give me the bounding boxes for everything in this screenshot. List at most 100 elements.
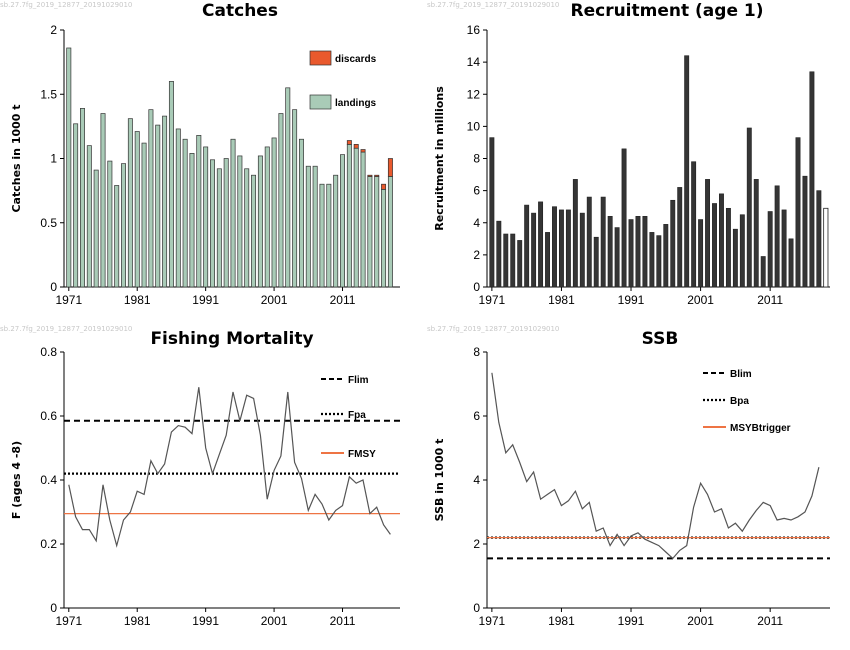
recruitment-bar: [489, 137, 495, 288]
landings-bar: [237, 155, 243, 288]
recruitment-bar: [558, 209, 564, 288]
recruitment-bar: [739, 214, 745, 288]
recruitment-bar: [621, 148, 627, 288]
landings-bar: [257, 155, 263, 288]
catches-ylabel: Catches in 1000 t: [10, 104, 23, 212]
recruitment-title: Recruitment (age 1): [571, 1, 764, 21]
fishing_mortality-y-tick-label: 0.6: [40, 409, 57, 423]
ssb-y-tick-label: 8: [473, 345, 480, 359]
catches-y-tick-label: 2: [50, 23, 57, 37]
recruitment-bar: [677, 187, 683, 288]
recruitment-y-tick-label: 4: [473, 216, 480, 230]
catches-x-tick-label: 1991: [192, 293, 219, 307]
panel-ssb: sb.27.7fg_2019_12877_20191029010 SSB SSB i…: [427, 325, 830, 628]
recruitment-bar: [572, 179, 578, 288]
landings-bar: [114, 185, 120, 288]
recruitment-bar: [628, 219, 634, 288]
recruitment-bar-estimate: [823, 207, 829, 288]
landings-bar: [312, 165, 318, 288]
landings-bar: [155, 124, 161, 288]
recruitment-bar: [586, 196, 592, 288]
ssb-x-tick-label: 1971: [479, 614, 506, 628]
recruitment-y-tick-label: 14: [467, 55, 481, 69]
landings-bar: [141, 142, 147, 288]
landings-bar: [326, 183, 332, 288]
catches-y-tick-label: 0: [50, 280, 57, 294]
recruitment-y-tick-label: 10: [467, 119, 481, 133]
fishing_mortality-x-tick-label: 2001: [261, 614, 288, 628]
discards-bar: [381, 183, 387, 190]
recruitment-x-tick-label: 2001: [687, 293, 714, 307]
watermark: sb.27.7fg_2019_12877_20191029010: [427, 325, 559, 333]
recruitment-bar: [531, 212, 537, 288]
ssb-y-tick-label: 2: [473, 537, 480, 551]
recruitment-bar: [545, 232, 550, 288]
landings-bar: [127, 118, 133, 288]
landings-bar: [305, 165, 311, 288]
recruitment-y-tick-label: 12: [467, 87, 481, 101]
catches-y-tick-label: 0.5: [40, 216, 57, 230]
landings-bar: [340, 154, 345, 288]
landings-bar: [182, 138, 188, 288]
fishing_mortality-ylabel: F (ages 4 -8): [10, 441, 23, 519]
ssb-y-tick-label: 0: [473, 601, 480, 615]
legend-label-fmsy: FMSY: [348, 449, 376, 460]
landings-bar: [162, 115, 168, 288]
landings-bar: [80, 108, 85, 288]
ssb-x-tick-label: 2001: [687, 614, 714, 628]
legend-swatch-discards: [309, 50, 332, 66]
legend-label-discards: discards: [335, 54, 377, 65]
recruitment-x-tick-label: 1981: [548, 293, 575, 307]
recruitment-bar: [607, 216, 613, 288]
landings-bar: [292, 109, 298, 288]
landings-bar: [271, 137, 277, 288]
discards-bar: [353, 144, 359, 149]
landings-bar: [278, 113, 284, 288]
ssb-y-tick-label: 6: [473, 409, 480, 423]
discards-bar: [374, 174, 380, 177]
landings-bar: [216, 168, 222, 288]
discards-bar: [387, 158, 393, 177]
landings-bar: [196, 135, 202, 288]
recruitment-bar: [809, 71, 815, 288]
discards-bar: [346, 140, 352, 145]
catches-x-tick-label: 1981: [124, 293, 151, 307]
ssb-ylabel: SSB in 1000 t: [433, 439, 446, 522]
landings-bar: [175, 128, 181, 288]
fishing_mortality-line: [68, 387, 391, 548]
recruitment-bar: [698, 219, 704, 288]
ssb-y-tick-label: 4: [473, 473, 480, 487]
legend-label-flim: Flim: [348, 375, 369, 386]
recruitment-bar: [670, 199, 676, 288]
recruitment-bar: [795, 137, 801, 288]
recruitment-bar: [753, 179, 759, 288]
recruitment-bar: [663, 224, 669, 288]
catches-x-tick-label: 2011: [330, 293, 356, 307]
landings-bar: [374, 176, 380, 288]
recruitment-bar: [656, 235, 662, 288]
recruitment-y-tick-label: 2: [473, 248, 480, 262]
watermark: sb.27.7fg_2019_12877_20191029010: [0, 1, 132, 9]
fishing_mortality-y-tick-label: 0.8: [40, 345, 57, 359]
recruitment-bar: [816, 190, 822, 288]
recruitment-bar: [725, 207, 731, 288]
landings-bar: [73, 123, 79, 288]
landings-bar: [346, 144, 352, 288]
recruitment-bar: [503, 233, 509, 288]
landings-bar: [319, 183, 325, 288]
fishing_mortality-x-tick-label: 2011: [330, 614, 356, 628]
recruitment-bar: [746, 127, 752, 288]
recruitment-bar: [691, 161, 697, 288]
fishing_mortality-x-tick-label: 1981: [124, 614, 151, 628]
panel-recruitment: sb.27.7fg_2019_12877_20191029010 Recruitm…: [427, 1, 830, 307]
recruitment-bar: [552, 206, 557, 288]
landings-bar: [189, 153, 195, 288]
recruitment-bar: [719, 193, 724, 288]
recruitment-bar: [642, 216, 648, 288]
landings-bar: [121, 163, 127, 288]
fishing_mortality-y-tick-label: 0.4: [40, 473, 57, 487]
recruitment-x-tick-label: 1991: [618, 293, 645, 307]
legend-label-blim: Blim: [730, 369, 752, 380]
landings-bar: [353, 147, 359, 288]
landings-bar: [168, 81, 174, 288]
